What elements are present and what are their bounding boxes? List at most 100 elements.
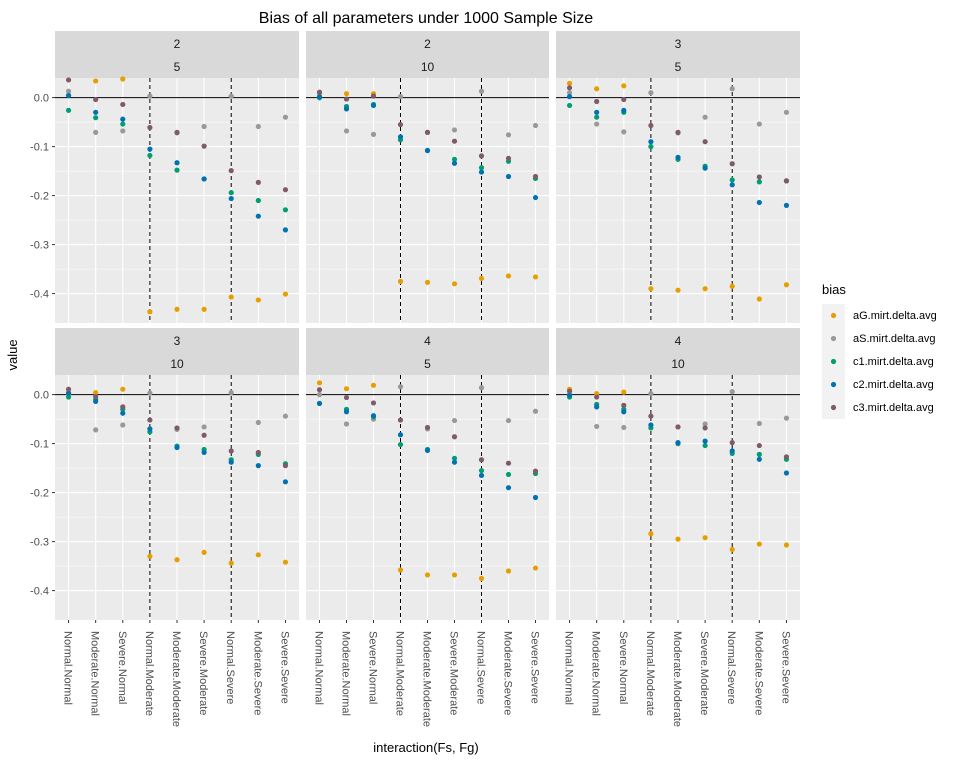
data-point [451, 572, 458, 578]
data-point [621, 409, 627, 415]
data-point [343, 106, 350, 112]
data-point [93, 109, 99, 115]
data-point [397, 567, 404, 573]
data-point [451, 434, 458, 440]
data-point [228, 560, 234, 566]
y-tick-label: -0.2 [30, 191, 49, 203]
data-point [675, 440, 681, 446]
data-point [397, 278, 404, 284]
x-tick-label: Normal.Moderate [394, 631, 406, 716]
data-point [702, 425, 708, 431]
data-point [282, 187, 289, 193]
data-point [729, 283, 735, 289]
data-point [255, 449, 261, 456]
data-point [174, 160, 180, 166]
data-point [505, 471, 512, 478]
data-point [424, 129, 431, 135]
data-point [201, 449, 207, 456]
data-point [648, 391, 654, 397]
data-point [228, 390, 234, 396]
panels-layer: 250.0-0.1-0.2-0.3-0.4210353100.0-0.1-0.2… [30, 31, 800, 620]
data-point [316, 400, 323, 407]
legend-swatch [830, 312, 837, 319]
facet-strip [55, 31, 299, 78]
data-point [505, 485, 512, 491]
data-point [451, 160, 458, 166]
data-point [675, 129, 681, 135]
data-point [702, 165, 708, 171]
data-point [201, 306, 207, 312]
data-point [147, 146, 153, 152]
x-tick-label: Normal.Moderate [644, 631, 656, 716]
data-point [174, 306, 180, 312]
x-tick-label: Moderate.Normal [590, 631, 602, 716]
data-point [451, 127, 458, 133]
x-tick-label: Moderate.Severe [251, 631, 263, 715]
data-point [756, 442, 762, 449]
data-point [282, 227, 289, 233]
data-point [93, 398, 99, 405]
facet-strip-label: 2 [424, 37, 431, 51]
x-tick-label: Normal.Normal [62, 631, 74, 705]
facet-panel: 45 [306, 328, 549, 620]
x-tick-label: Severe.Moderate [698, 631, 710, 715]
data-point [282, 291, 289, 297]
data-point [621, 424, 627, 431]
data-point [255, 419, 261, 426]
data-point [532, 408, 539, 414]
facet-strip [556, 328, 800, 375]
data-point [756, 451, 762, 457]
data-point [729, 86, 735, 92]
x-tick-label: Severe.Normal [617, 631, 629, 704]
x-tick-label: Moderate.Moderate [421, 631, 433, 727]
data-point [532, 494, 539, 501]
legend-swatch [830, 404, 837, 411]
x-tick-label: Severe.Severe [278, 631, 290, 704]
data-point [343, 128, 350, 134]
x-tick-label: Normal.Severe [725, 631, 737, 704]
data-point [65, 77, 72, 83]
data-point [93, 393, 99, 400]
data-point [478, 88, 485, 94]
legend-title: bias [822, 282, 846, 297]
data-point [756, 199, 762, 206]
data-point [756, 174, 762, 180]
data-point [201, 143, 207, 149]
data-point [174, 129, 180, 135]
data-point [702, 114, 708, 120]
data-point [228, 448, 234, 454]
data-point [370, 102, 377, 109]
data-point [729, 389, 735, 395]
data-point [621, 389, 627, 395]
facet-panel: 35 [556, 31, 800, 323]
data-point [343, 96, 350, 102]
data-point [424, 572, 431, 578]
x-tick-label: Normal.Normal [563, 631, 575, 705]
data-point [255, 297, 261, 303]
data-point [566, 102, 573, 109]
data-point [147, 553, 153, 559]
data-point [478, 165, 485, 171]
data-point [729, 440, 735, 446]
data-point [343, 386, 350, 392]
data-point [424, 424, 431, 431]
data-point [702, 139, 708, 145]
facet-panel: 3 10 0.0 -0.1 -0.2 -0.3 -0.4 [30, 328, 299, 620]
data-point [505, 155, 512, 161]
y-tick-label: 0.0 [34, 390, 49, 402]
data-point [424, 447, 431, 454]
data-point [370, 413, 377, 419]
data-point [675, 536, 681, 542]
data-point [532, 122, 539, 129]
data-point [702, 438, 708, 444]
legend-swatch [830, 358, 837, 365]
y-tick-label: -0.4 [30, 289, 49, 301]
data-point [532, 565, 539, 571]
data-point [255, 213, 261, 219]
data-point [120, 121, 126, 127]
data-point [783, 178, 790, 184]
data-point [201, 549, 207, 555]
data-point [147, 390, 153, 396]
data-point [451, 138, 458, 144]
data-point [621, 129, 627, 135]
